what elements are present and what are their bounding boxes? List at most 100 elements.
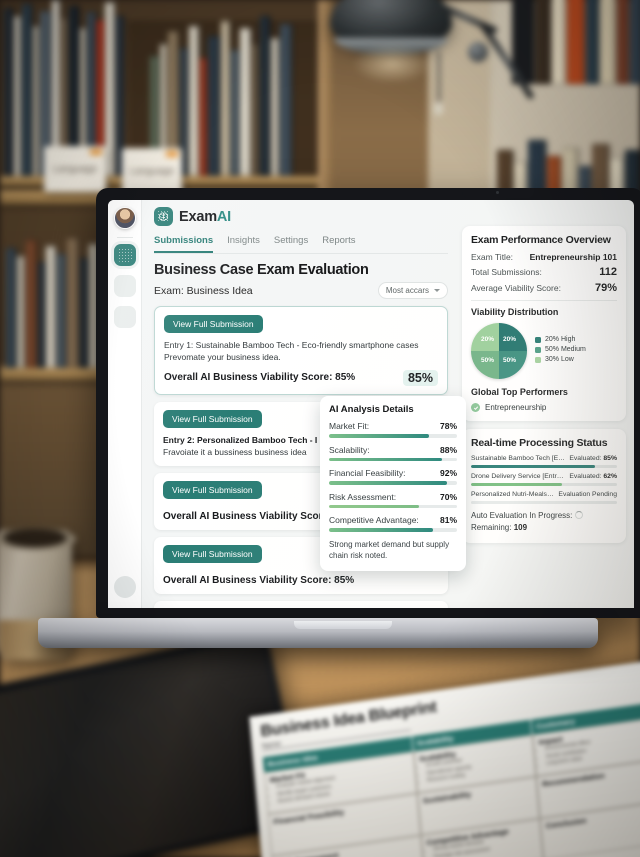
popup-note: Strong market demand but supply chain ri… [329, 539, 450, 561]
metric-value: 88% [439, 444, 457, 455]
processing-footer: Auto Evaluation In Progress: Remaining: … [471, 510, 617, 534]
sidebar-item-settings[interactable] [113, 306, 136, 328]
realtime-processing-panel: Real-time Processing Status Sustainable … [462, 429, 626, 543]
legend-swatch-icon [535, 356, 541, 363]
exam-performance-overview-panel: Exam Performance Overview Exam Title: En… [462, 226, 626, 421]
submission-entry-line1: Entry 2: Personalized Bamboo Tech - I [163, 434, 439, 446]
printed-blueprint-sheet: Business Idea Blueprint Name: Business I… [249, 659, 640, 857]
metric-row: Risk Assessment: 70% [329, 492, 457, 502]
submission-entry-line2: Fravoiate it a bussiness business idea [163, 446, 307, 457]
overview-value: Entrepreneurship 101 [529, 252, 617, 262]
top-performers-title: Global Top Performers [471, 387, 568, 397]
chevron-down-icon [434, 289, 440, 292]
view-full-submission-button[interactable]: View Full Submission [163, 409, 262, 428]
remaining-value: 109 [513, 523, 528, 532]
submission-card[interactable]: View Full Submission Entry 1: Sustainabl… [154, 306, 448, 395]
tab-reports[interactable]: Reports [322, 235, 356, 246]
pie-chart: 20% 20% 50% 50% [471, 323, 527, 379]
submission-score-row: Overall AI Business Viability Score: 85% [163, 575, 439, 586]
panel-divider [471, 300, 617, 301]
legend-label: 30% Low [545, 356, 574, 363]
processing-title: Real-time Processing Status [471, 437, 608, 449]
submission-entry-line2: Prevomate your business idea. [164, 352, 281, 363]
tab-submissions[interactable]: Submissions [154, 235, 214, 253]
page-title: Business Case Exam Evaluation [154, 262, 369, 278]
processing-status: Evaluated: 85% [569, 455, 617, 462]
auto-eval-label: Auto Evaluation In Progress: [471, 511, 573, 520]
submission-card[interactable]: View Full Submission [154, 601, 448, 608]
metric-progress-bar [329, 504, 457, 508]
avatar[interactable] [113, 207, 136, 229]
metric-progress-bar [329, 481, 457, 485]
sidebar-item-submissions[interactable] [113, 244, 136, 266]
sidebar-item-insights[interactable] [113, 275, 136, 297]
view-full-submission-button[interactable]: View Full Submission [163, 481, 262, 500]
distribution-title: Viability Distribution [471, 307, 559, 317]
left-nav-rail [108, 200, 142, 608]
pie-slice-label: 20% [503, 336, 517, 343]
processing-name: Drone Delivery Service [Entry 2] [471, 473, 566, 480]
legend-item: 20% High [535, 336, 586, 343]
pie-slice-label: 50% [503, 357, 517, 364]
sort-dropdown[interactable]: Most accars [377, 282, 448, 299]
brain-network-icon [154, 207, 173, 226]
overview-title: Exam Performance Overview [471, 234, 611, 246]
processing-row: Drone Delivery Service [Entry 2] Evaluat… [471, 473, 617, 486]
metric-row: Scalability: 88% [329, 445, 457, 455]
submission-score-row: Overall AI Business Viability Score: [163, 511, 439, 522]
view-full-submission-button[interactable]: View Full Submission [163, 545, 262, 564]
metric-value: 78% [439, 421, 457, 431]
status-badge: 85% [402, 369, 438, 386]
rail-divider [116, 237, 133, 238]
metric-row: Competitive Advantage: 81% [329, 515, 457, 525]
metric-label: Risk Assessment: [329, 491, 397, 502]
pie-legend: 20% High 50% Medium 30% Low [535, 336, 586, 366]
legend-item: 50% Medium [535, 346, 586, 353]
processing-row: Sustainable Bamboo Tech [Entry 1] Evalua… [471, 455, 617, 468]
tab-insights[interactable]: Insights [227, 235, 260, 246]
legend-label: 20% High [545, 336, 576, 343]
brand: ExamAI [154, 207, 448, 226]
ai-analysis-details-popup[interactable]: AI Analysis Details Market Fit: 78% Scal… [320, 396, 466, 571]
submission-score-text: Overall AI Business Viability Score: [163, 511, 332, 523]
metric-value: 81% [439, 515, 457, 525]
submission-entry-title: Personalized Bamboo Tech - I [197, 434, 318, 445]
processing-status: Evaluation Pending [558, 491, 617, 498]
processing-progress-bar [471, 482, 617, 486]
view-full-submission-button[interactable]: View Full Submission [164, 315, 263, 333]
overview-row: Total Submissions: 112 [471, 266, 617, 278]
overview-key: Exam Title: [471, 252, 514, 262]
metric-progress-bar [329, 457, 457, 461]
check-circle-icon [471, 403, 480, 412]
processing-name: Sustainable Bamboo Tech [Entry 1] [471, 455, 565, 462]
submission-entry-prefix: Entry 2: [163, 434, 198, 445]
processing-name: Personalized Nutri-Meals [Entry 3] [471, 491, 554, 498]
processing-progress-bar [471, 500, 617, 504]
submission-entry-line1: Entry 1: Sustainable Bamboo Tech - Eco-f… [164, 340, 419, 350]
overview-key: Average Viability Score: [471, 283, 561, 293]
metric-label: Financial Feasibility: [329, 468, 406, 478]
sidebar-item-help[interactable] [113, 576, 136, 598]
loading-spinner-icon [574, 511, 583, 519]
pie-slice-label: 20% [481, 336, 495, 343]
legend-item: 30% Low [535, 356, 586, 363]
laptop-screen: ExamAI Submissions Insights Settings Rep… [96, 188, 640, 618]
tab-bar: Submissions Insights Settings Reports [154, 235, 448, 254]
metric-label: Scalability: [329, 444, 370, 455]
pie-slice-label: 50% [481, 357, 495, 364]
laptop-base-notch [294, 621, 392, 629]
metric-value: 70% [439, 491, 457, 502]
legend-label: 50% Medium [545, 346, 586, 353]
viability-distribution-chart: 20% 20% 50% 50% 20% High [471, 323, 617, 379]
brand-name: ExamAI [179, 209, 231, 225]
overview-key: Total Submissions: [471, 267, 542, 277]
exam-label: Exam: Business Idea [154, 284, 253, 297]
metric-row: Market Fit: 78% [329, 421, 457, 431]
metric-label: Competitive Advantage: [329, 515, 419, 525]
processing-progress-bar [471, 464, 617, 468]
metric-label: Market Fit: [329, 421, 370, 431]
tab-settings[interactable]: Settings [273, 235, 309, 246]
sort-dropdown-label: Most accars [385, 286, 429, 295]
submission-score-row: Overall AI Business Viability Score: 85%… [164, 369, 438, 386]
